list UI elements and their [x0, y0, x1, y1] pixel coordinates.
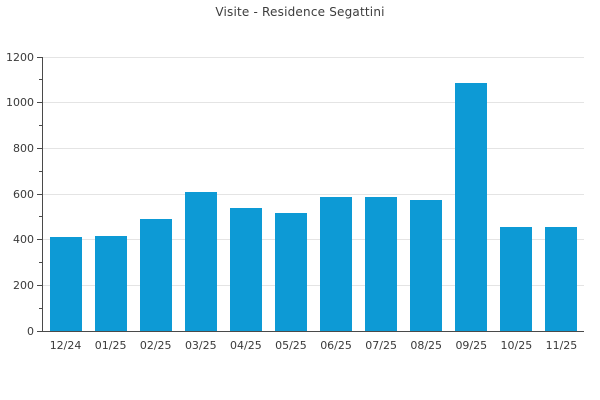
minor-tick-y-300 [39, 262, 42, 263]
x-axis-label-02-25: 02/25 [139, 339, 172, 352]
x-axis-label-08-25: 08/25 [410, 339, 443, 352]
gridline-y-600 [43, 193, 584, 195]
minor-tick-y-1100 [39, 79, 42, 81]
minor-tick-y-900 [39, 125, 42, 126]
y-axis-label-0: 0 [27, 324, 34, 338]
gridline-y-200 [43, 284, 584, 286]
x-axis-label-01-25: 01/25 [94, 339, 127, 352]
bar-04-25[interactable] [229, 207, 262, 331]
x-axis-label-12-24: 12/24 [49, 339, 82, 352]
y-axis-label-1000: 1000 [6, 96, 34, 110]
chart-title: Visite - Residence Segattini [215, 5, 385, 19]
x-axis-label-03-25: 03/25 [184, 339, 217, 352]
y-axis-label-1200: 1200 [6, 50, 34, 64]
gridline-y-800 [43, 147, 584, 149]
y-axis-label-400: 400 [13, 233, 34, 247]
y-axis-label-800: 800 [13, 141, 34, 155]
minor-tick-y-700 [39, 170, 42, 172]
major-tick-y-1200 [37, 56, 42, 58]
y-axis-label-600: 600 [13, 187, 34, 201]
x-axis-label-10-25: 10/25 [500, 339, 533, 352]
bar-05-25[interactable] [274, 213, 307, 331]
major-tick-y-1000 [37, 102, 42, 104]
major-tick-y-800 [37, 147, 42, 149]
minor-tick-y-500 [39, 216, 42, 218]
bar-02-25[interactable] [139, 219, 172, 331]
gridline-y-1200 [43, 56, 584, 58]
bar-09-25[interactable] [455, 83, 488, 331]
x-axis-label-11-25: 11/25 [545, 339, 578, 352]
major-tick-y-200 [37, 284, 42, 286]
major-tick-y-400 [37, 239, 42, 241]
bar-12-24[interactable] [49, 237, 82, 331]
x-axis-label-04-25: 04/25 [230, 339, 262, 352]
x-axis-label-06-25: 06/25 [320, 339, 352, 352]
bar-06-25[interactable] [320, 197, 353, 331]
minor-tick-y-100 [39, 307, 42, 309]
x-axis-label-09-25: 09/25 [455, 339, 488, 352]
bar-07-25[interactable] [365, 197, 398, 331]
x-axis-label-05-25: 05/25 [275, 339, 307, 352]
gridline-y-1000 [43, 102, 584, 104]
major-tick-y-0 [37, 330, 42, 332]
x-axis-label-07-25: 07/25 [365, 339, 397, 352]
bar-03-25[interactable] [184, 191, 217, 331]
bar-11-25[interactable] [545, 227, 578, 331]
plot-area: 0 200 400 600 800 1000 1200 12/24 01/25 02/25 03/2… [6, 51, 584, 352]
major-tick-y-600 [37, 193, 42, 195]
gridline-y-400 [43, 239, 584, 241]
bar-08-25[interactable] [410, 199, 443, 331]
bar-01-25[interactable] [94, 236, 127, 331]
bar-10-25[interactable] [500, 227, 533, 331]
y-axis-label-200: 200 [13, 278, 34, 292]
